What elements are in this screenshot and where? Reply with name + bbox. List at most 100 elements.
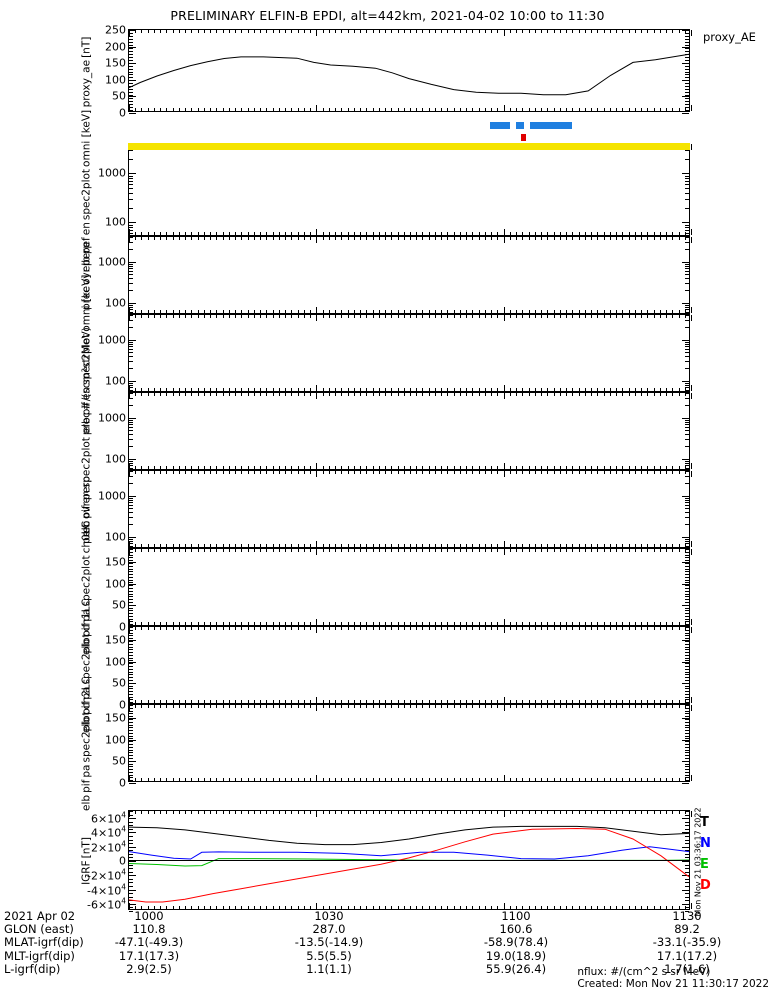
x-minor-tick [235,310,237,313]
y-minor-tick [129,178,133,180]
x-minor-tick [484,700,486,703]
x-minor-tick [634,466,636,469]
x-minor-tick [266,544,268,547]
x-minor-tick [328,108,330,111]
y-minor-tick [129,576,133,578]
x-minor-tick [678,622,680,625]
x-minor-tick [228,705,230,708]
x-minor-tick [603,30,605,33]
x-minor-tick [360,778,362,781]
x-major-tick [316,237,318,243]
x-minor-tick [141,622,143,625]
y-minor-tick [685,579,689,581]
y-minor-tick [685,593,689,595]
x-minor-tick [391,906,393,909]
x-minor-tick [459,30,461,33]
x-minor-tick [260,811,262,814]
x-minor-tick [197,315,199,318]
x-minor-tick [222,471,224,474]
x-minor-tick [391,622,393,625]
x-minor-tick [609,393,611,396]
x-minor-tick [203,315,205,318]
blue-interval-marker [490,122,511,129]
x-minor-tick [684,811,686,814]
x-minor-tick [534,108,536,111]
x-minor-tick [260,549,262,552]
y-minor-tick [129,832,133,834]
x-minor-tick [528,811,530,814]
y-minor-tick [129,699,133,701]
x-minor-tick [678,778,680,781]
x-minor-tick [341,811,343,814]
x-minor-tick [678,393,680,396]
y-minor-tick [129,893,133,895]
y-minor-tick [129,158,133,160]
x-minor-tick [441,108,443,111]
x-minor-tick [534,30,536,33]
x-minor-tick [422,315,424,318]
x-minor-tick [172,315,174,318]
y-minor-tick [129,554,133,556]
x-minor-tick [210,705,212,708]
x-minor-tick [191,549,193,552]
x-minor-tick [372,315,374,318]
x-minor-tick [584,627,586,630]
x-minor-tick [534,315,536,318]
x-minor-tick [291,393,293,396]
x-minor-tick [353,237,355,240]
ephemeris-value: 2.9(2.5) [126,961,172,976]
y-minor-tick [129,727,133,729]
x-minor-tick [297,778,299,781]
x-minor-tick [666,811,668,814]
y-minor-tick [129,77,133,79]
y-minor-tick [129,825,133,827]
x-major-tick [691,811,692,817]
x-minor-tick [228,232,230,235]
x-minor-tick [247,627,249,630]
x-minor-tick [410,549,411,552]
x-minor-tick [360,622,362,625]
x-minor-tick [584,108,586,111]
x-minor-tick [285,30,287,33]
x-minor-tick [247,388,249,391]
x-minor-tick [672,30,674,33]
x-minor-tick [335,700,337,703]
y-minor-tick [129,92,133,94]
x-minor-tick [341,466,343,469]
x-minor-tick [378,544,380,547]
y-minor-tick [129,283,133,285]
x-minor-tick [653,700,655,703]
x-minor-tick [447,906,449,909]
x-minor-tick [378,778,380,781]
y-minor-tick [129,688,133,690]
y-minor-tick [129,610,133,612]
x-minor-tick [178,471,180,474]
x-minor-tick [453,778,455,781]
x-minor-tick [210,108,212,111]
y-minor-tick [129,660,133,662]
x-minor-tick [659,906,661,909]
footer-notes: nflux: #/(cm^2 s sr MeV) Created: Mon No… [577,966,769,990]
x-minor-tick [228,622,230,625]
x-minor-tick [135,108,137,111]
x-minor-tick [522,388,524,391]
nflux-note: nflux: #/(cm^2 s sr MeV) [577,966,711,978]
x-minor-tick [235,237,237,240]
x-minor-tick [547,232,549,235]
x-minor-tick [441,30,443,33]
x-minor-tick [278,108,280,111]
x-minor-tick [335,906,337,909]
y-minor-tick [685,471,689,472]
ephemeris-row-label: GLON (east) [4,922,74,937]
x-minor-tick [547,315,549,318]
x-minor-tick [672,544,674,547]
x-major-tick [503,619,505,625]
x-major-tick [316,705,318,711]
x-minor-tick [303,30,305,33]
x-minor-tick [178,108,180,111]
y-minor-tick [685,511,689,513]
x-minor-tick [203,544,205,547]
x-minor-tick [609,471,611,474]
y-minor-tick [129,900,133,902]
y-tick-label: 150 [105,711,126,725]
